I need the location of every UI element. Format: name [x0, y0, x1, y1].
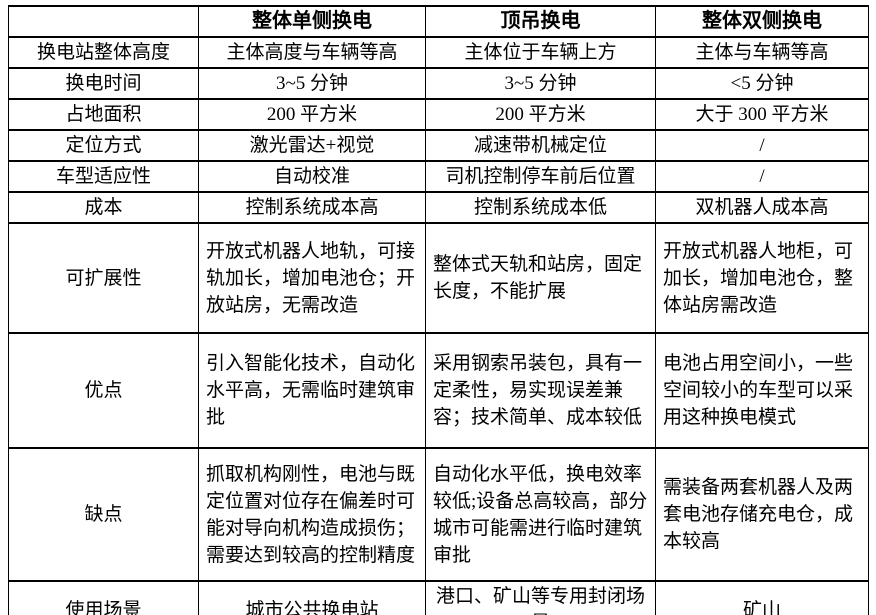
table-cell: 整体式天轨和站房，固定长度，不能扩展 [425, 222, 656, 334]
table-row-cost: 成本 控制系统成本高 控制系统成本低 双机器人成本高 [8, 191, 869, 224]
table-row-swap-time: 换电时间 3~5 分钟 3~5 分钟 <5 分钟 [8, 67, 869, 100]
row-label: 可扩展性 [8, 222, 199, 334]
table-cell: 开放式机器人地柜，可加长，增加电池仓，整体站房需改造 [655, 222, 869, 334]
table-cell: 主体高度与车辆等高 [198, 36, 426, 69]
header-col-single-side: 整体单侧换电 [198, 5, 426, 38]
table-row-positioning-method: 定位方式 激光雷达+视觉 减速带机械定位 / [8, 129, 869, 162]
row-label: 换电站整体高度 [8, 36, 199, 69]
table-cell: 主体与车辆等高 [655, 36, 869, 69]
table-cell: 港口、矿山等专用封闭场景 [425, 580, 656, 615]
table-cell: / [655, 160, 869, 193]
table-cell: 需装备两套机器人及两套电池存储充电仓，成本较高 [655, 447, 869, 582]
table-cell: 抓取机构刚性，电池与既定位置对位存在偏差时可能对导向机构造成损伤；需要达到较高的… [198, 447, 426, 582]
table-cell: 主体位于车辆上方 [425, 36, 656, 69]
table-row-advantages: 优点 引入智能化技术，自动化水平高，无需临时建筑审批 采用钢索吊装包，具有一定柔… [8, 332, 869, 449]
table-row-disadvantages: 缺点 抓取机构刚性，电池与既定位置对位存在偏差时可能对导向机构造成损伤；需要达到… [8, 447, 869, 582]
table-row-use-scenarios: 使用场景 城市公共换电站 港口、矿山等专用封闭场景 矿山 [8, 580, 869, 615]
table-cell: 采用钢索吊装包，具有一定柔性，易实现误差兼容；技术简单、成本较低 [425, 332, 656, 449]
table-cell: 引入智能化技术，自动化水平高，无需临时建筑审批 [198, 332, 426, 449]
table-cell: <5 分钟 [655, 67, 869, 100]
table-cell: 城市公共换电站 [198, 580, 426, 615]
table-header-row: 整体单侧换电 顶吊换电 整体双侧换电 [8, 5, 869, 38]
table-cell: 控制系统成本低 [425, 191, 656, 224]
table-row-vehicle-adaptability: 车型适应性 自动校准 司机控制停车前后位置 / [8, 160, 869, 193]
table-cell: 矿山 [655, 580, 869, 615]
table-cell: 双机器人成本高 [655, 191, 869, 224]
table-cell: 减速带机械定位 [425, 129, 656, 162]
header-col-double-side: 整体双侧换电 [655, 5, 869, 38]
table-cell: 自动化水平低，换电效率较低;设备总高较高，部分城市可能需进行临时建筑审批 [425, 447, 656, 582]
table-cell: 200 平方米 [198, 98, 426, 131]
row-label: 优点 [8, 332, 199, 449]
comparison-table: 整体单侧换电 顶吊换电 整体双侧换电 换电站整体高度 主体高度与车辆等高 主体位… [8, 5, 869, 615]
row-label: 缺点 [8, 447, 199, 582]
table-row-overall-height: 换电站整体高度 主体高度与车辆等高 主体位于车辆上方 主体与车辆等高 [8, 36, 869, 69]
row-label: 换电时间 [8, 67, 199, 100]
row-label: 定位方式 [8, 129, 199, 162]
table-cell: 3~5 分钟 [425, 67, 656, 100]
table-cell: 开放式机器人地轨，可接轨加长，增加电池仓；开放站房，无需改造 [198, 222, 426, 334]
row-label: 成本 [8, 191, 199, 224]
table-row-scalability: 可扩展性 开放式机器人地轨，可接轨加长，增加电池仓；开放站房，无需改造 整体式天… [8, 222, 869, 334]
table-cell: 200 平方米 [425, 98, 656, 131]
table-cell: 电池占用空间小，一些空间较小的车型可以采用这种换电模式 [655, 332, 869, 449]
row-label: 使用场景 [8, 580, 199, 615]
header-col-top-hoist: 顶吊换电 [425, 5, 656, 38]
table-row-floor-area: 占地面积 200 平方米 200 平方米 大于 300 平方米 [8, 98, 869, 131]
table-cell: 司机控制停车前后位置 [425, 160, 656, 193]
row-label: 车型适应性 [8, 160, 199, 193]
table-cell: / [655, 129, 869, 162]
table-cell: 激光雷达+视觉 [198, 129, 426, 162]
header-corner-cell [8, 5, 199, 38]
table-cell: 控制系统成本高 [198, 191, 426, 224]
table-cell: 3~5 分钟 [198, 67, 426, 100]
row-label: 占地面积 [8, 98, 199, 131]
table-cell: 自动校准 [198, 160, 426, 193]
table-cell: 大于 300 平方米 [655, 98, 869, 131]
